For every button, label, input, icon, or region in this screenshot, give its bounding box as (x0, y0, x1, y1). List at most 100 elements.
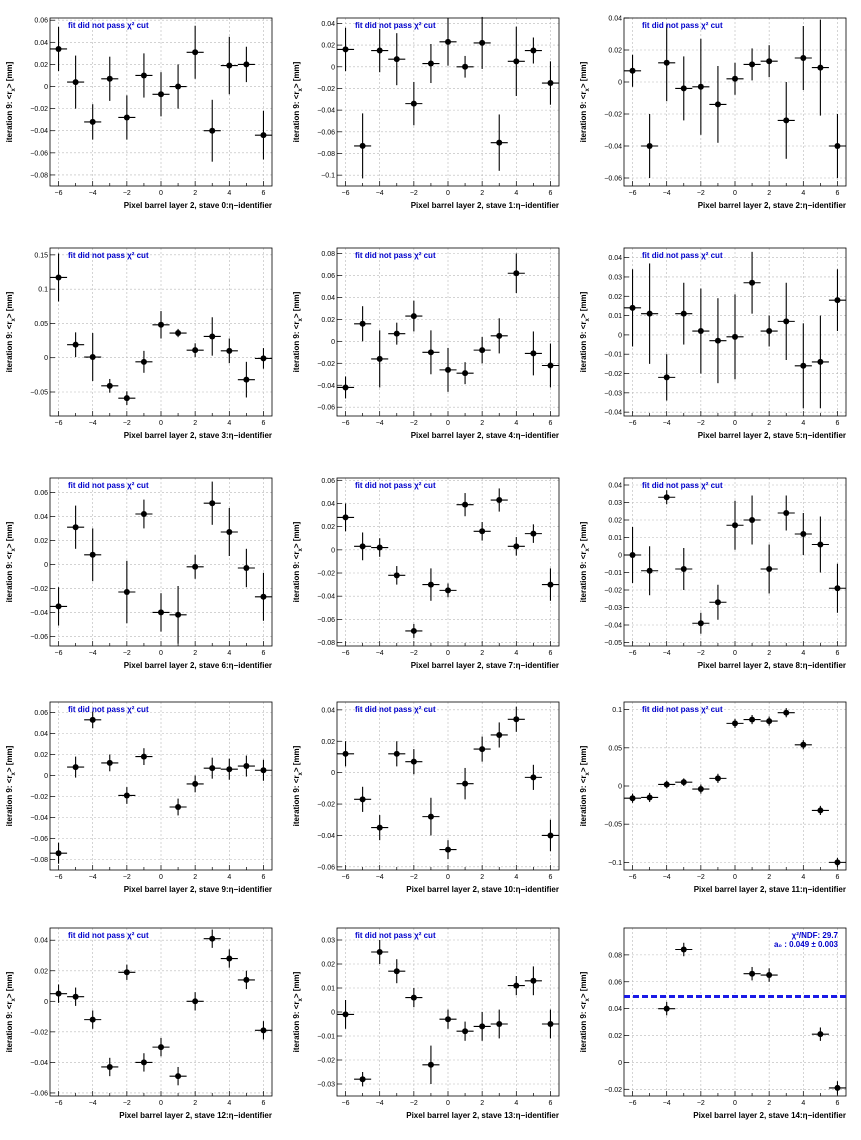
y-tick-label: 0 (44, 355, 48, 362)
x-tick-label: 4 (227, 190, 231, 197)
data-point (203, 757, 221, 779)
x-tick-label: 6 (262, 190, 266, 197)
data-point (777, 82, 795, 159)
data-point (50, 842, 68, 864)
marker (629, 67, 636, 74)
marker (226, 529, 233, 535)
marker (817, 64, 824, 71)
y-tick-label: 0.03 (608, 274, 622, 281)
chart-stave-12: −6 −4 −2 0 2 4 6 −0.06 −0.04 −0.02 0 0.02 0.04 Pixel … (5, 927, 273, 1120)
data-point (760, 45, 778, 78)
data-point (726, 294, 744, 380)
fit-status-text: fit did not pass χ² cut (68, 21, 149, 30)
x-tick-label: 0 (159, 420, 163, 427)
fit-status-text: fit did not pass χ² cut (68, 251, 149, 260)
marker (800, 741, 807, 748)
x-tick-label: 6 (549, 190, 553, 197)
marker (393, 968, 400, 975)
y-axis-label: iteration 9: <rx> [mm] (5, 745, 17, 826)
y-tick-label: −0.04 (604, 144, 622, 151)
data-point (337, 27, 355, 72)
marker (55, 274, 62, 281)
data-point (50, 587, 68, 626)
x-tick-label: −2 (123, 420, 131, 427)
y-tick-label: 0.08 (608, 952, 622, 959)
marker (663, 781, 670, 788)
chart-stave-7: −6 −4 −2 0 2 4 6 −0.08 −0.06 −0.04 −0.02 0 0.02 0.04 0… (292, 477, 560, 670)
marker (427, 813, 434, 820)
fit-status-text: fit did not pass χ² cut (355, 251, 436, 260)
y-tick-label: 0 (618, 80, 622, 87)
fit-status-text: fit did not pass χ² cut (68, 705, 149, 714)
data-point (828, 857, 846, 867)
y-tick-label: −0.08 (317, 640, 335, 647)
y-tick-label: −0.02 (604, 112, 622, 119)
y-tick-label: 0.02 (321, 739, 335, 746)
x-tick-label: 2 (480, 1100, 484, 1107)
x-tick-label: 2 (480, 650, 484, 657)
marker (140, 72, 147, 79)
marker (209, 500, 216, 507)
data-point (692, 288, 710, 374)
marker (342, 514, 349, 521)
x-axis-label: Pixel barrel layer 2, stave 12:η−identif… (119, 1111, 272, 1120)
data-point (405, 623, 423, 638)
data-point (405, 81, 423, 126)
marker (123, 969, 130, 976)
y-tick-label: 0.04 (34, 514, 48, 521)
marker (462, 370, 469, 377)
marker (445, 38, 451, 45)
data-point (354, 1072, 372, 1087)
data-point (67, 505, 85, 549)
marker (513, 270, 520, 277)
data-point (371, 330, 389, 388)
marker (55, 990, 62, 997)
y-axis-label: iteration 9: <rx> [mm] (579, 291, 591, 372)
data-point (811, 315, 829, 409)
data-point (388, 322, 406, 345)
y-tick-label: −0.02 (317, 802, 335, 809)
data-point (658, 490, 676, 505)
marker (89, 551, 96, 558)
x-tick-label: −2 (697, 420, 705, 427)
data-point (726, 718, 744, 728)
fit-status-text: fit did not pass χ² cut (68, 931, 149, 940)
x-tick-label: 4 (801, 650, 805, 657)
y-tick-label: 0.1 (612, 707, 622, 714)
data-point (84, 528, 102, 582)
marker (834, 143, 841, 149)
fit-result-text: a₀ : 0.049 ± 0.003 (774, 940, 839, 949)
y-tick-label: 0.06 (321, 478, 335, 485)
marker (663, 1005, 670, 1012)
y-tick-label: −0.06 (30, 150, 48, 157)
y-tick-label: −0.06 (30, 634, 48, 641)
data-point (50, 26, 68, 72)
data-point (794, 740, 812, 750)
y-tick-label: 0 (44, 999, 48, 1006)
x-tick-label: −2 (697, 190, 705, 197)
marker (376, 544, 383, 551)
marker (260, 355, 267, 362)
y-tick-label: 0.01 (321, 986, 335, 993)
marker (547, 362, 554, 369)
marker (766, 328, 773, 335)
y-tick-label: 0.06 (34, 490, 48, 497)
fit-status-text: fit did not pass χ² cut (642, 705, 723, 714)
y-tick-label: 0.03 (321, 938, 335, 945)
data-series (624, 490, 846, 634)
data-point (237, 970, 255, 990)
y-tick-label: 0.04 (321, 707, 335, 714)
chart-stave-6: −6 −4 −2 0 2 4 6 −0.06 −0.04 −0.02 0 0.02 0.04 0.06 Pi… (5, 477, 273, 670)
data-point (405, 300, 423, 332)
x-tick-label: 0 (733, 874, 737, 881)
y-tick-label: −0.08 (317, 151, 335, 158)
y-axis-label: iteration 9: <rx> [mm] (5, 61, 17, 142)
data-point (354, 532, 372, 561)
data-series (50, 711, 272, 864)
data-point (169, 586, 187, 644)
data-point (354, 113, 372, 179)
x-tick-label: −4 (89, 190, 97, 197)
data-point (524, 37, 542, 64)
data-point (524, 524, 542, 543)
y-axis-label: iteration 9: <rx> [mm] (579, 521, 591, 602)
